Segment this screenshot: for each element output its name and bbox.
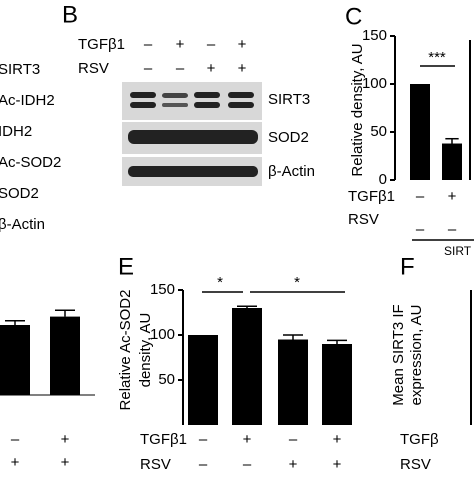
y-tick-label: 150 bbox=[362, 27, 387, 44]
y-axis-label: expression, AU bbox=[408, 305, 425, 406]
y-axis-label: Relative density, AU bbox=[349, 43, 366, 176]
band-label: SOD2 bbox=[268, 129, 309, 146]
condition-name: RSV bbox=[140, 456, 171, 473]
condition-name: RSV bbox=[348, 211, 379, 228]
blot-bands bbox=[128, 92, 258, 177]
blot-strip bbox=[122, 82, 262, 120]
condition-sign: + bbox=[238, 60, 247, 77]
y-tick-label: 50 bbox=[370, 123, 387, 140]
condition-sign: – bbox=[289, 431, 298, 448]
band-label: β-Actin bbox=[268, 163, 315, 180]
bar bbox=[188, 335, 218, 425]
condition-sign: + bbox=[176, 36, 185, 53]
significance: *** bbox=[428, 49, 446, 66]
significance: * bbox=[217, 274, 223, 291]
group-label: SIRT bbox=[444, 244, 472, 258]
bar bbox=[278, 339, 308, 425]
condition-sign: + bbox=[61, 431, 70, 448]
condition-sign: – bbox=[176, 60, 185, 77]
condition-sign: + bbox=[333, 456, 342, 473]
condition-sign: – bbox=[144, 60, 153, 77]
condition-sign: – bbox=[416, 221, 425, 238]
condition-sign: + bbox=[207, 60, 216, 77]
band-label: SIRT3 bbox=[268, 91, 310, 108]
row-label: β-Actin bbox=[0, 216, 45, 233]
condition-name: TGFβ1 bbox=[78, 36, 125, 53]
condition-sign: – bbox=[207, 36, 216, 53]
condition-sign: + bbox=[238, 36, 247, 53]
bar bbox=[410, 84, 430, 180]
condition-name: RSV bbox=[78, 60, 109, 77]
condition-sign: – bbox=[199, 456, 208, 473]
bar bbox=[322, 344, 352, 425]
bar bbox=[442, 143, 462, 180]
y-tick-label: 100 bbox=[150, 326, 175, 343]
y-tick-label: 50 bbox=[158, 371, 175, 388]
bar bbox=[0, 325, 30, 395]
row-label: Ac-IDH2 bbox=[0, 92, 55, 109]
condition-sign: + bbox=[11, 454, 20, 471]
condition-name: TGFβ1 bbox=[348, 188, 395, 205]
y-axis-label: Relative Ac-SOD2 bbox=[117, 290, 134, 411]
panel-letter: E bbox=[118, 253, 134, 280]
y-tick-label: 0 bbox=[379, 171, 387, 188]
panel-letter: F bbox=[400, 253, 415, 280]
condition-name: RSV bbox=[400, 456, 431, 473]
y-tick-label: 100 bbox=[362, 75, 387, 92]
condition-sign: – bbox=[416, 188, 425, 205]
bar bbox=[50, 316, 80, 395]
row-label: SIRT3 bbox=[0, 61, 40, 78]
panel-letter: C bbox=[345, 3, 362, 30]
condition-sign: + bbox=[243, 431, 252, 448]
row-label: SOD2 bbox=[0, 185, 39, 202]
y-axis-label: Mean SIRT3 IF bbox=[390, 304, 407, 405]
condition-name: TGFβ bbox=[400, 431, 439, 448]
significance: * bbox=[294, 274, 300, 291]
panel-letter: B bbox=[62, 1, 78, 28]
condition-sign: – bbox=[243, 456, 252, 473]
y-tick-label: 150 bbox=[150, 281, 175, 298]
y-axis-label: density, AU bbox=[137, 313, 154, 388]
bar bbox=[232, 308, 262, 425]
condition-sign: – bbox=[199, 431, 208, 448]
row-label: IDH2 bbox=[0, 123, 32, 140]
condition-sign: – bbox=[144, 36, 153, 53]
condition-sign: + bbox=[448, 188, 457, 205]
condition-sign: – bbox=[11, 431, 20, 448]
condition-sign: + bbox=[61, 454, 70, 471]
condition-name: TGFβ1 bbox=[140, 431, 187, 448]
condition-sign: – bbox=[448, 221, 457, 238]
condition-sign: + bbox=[289, 456, 298, 473]
row-label: Ac-SOD2 bbox=[0, 154, 61, 171]
condition-sign: + bbox=[333, 431, 342, 448]
